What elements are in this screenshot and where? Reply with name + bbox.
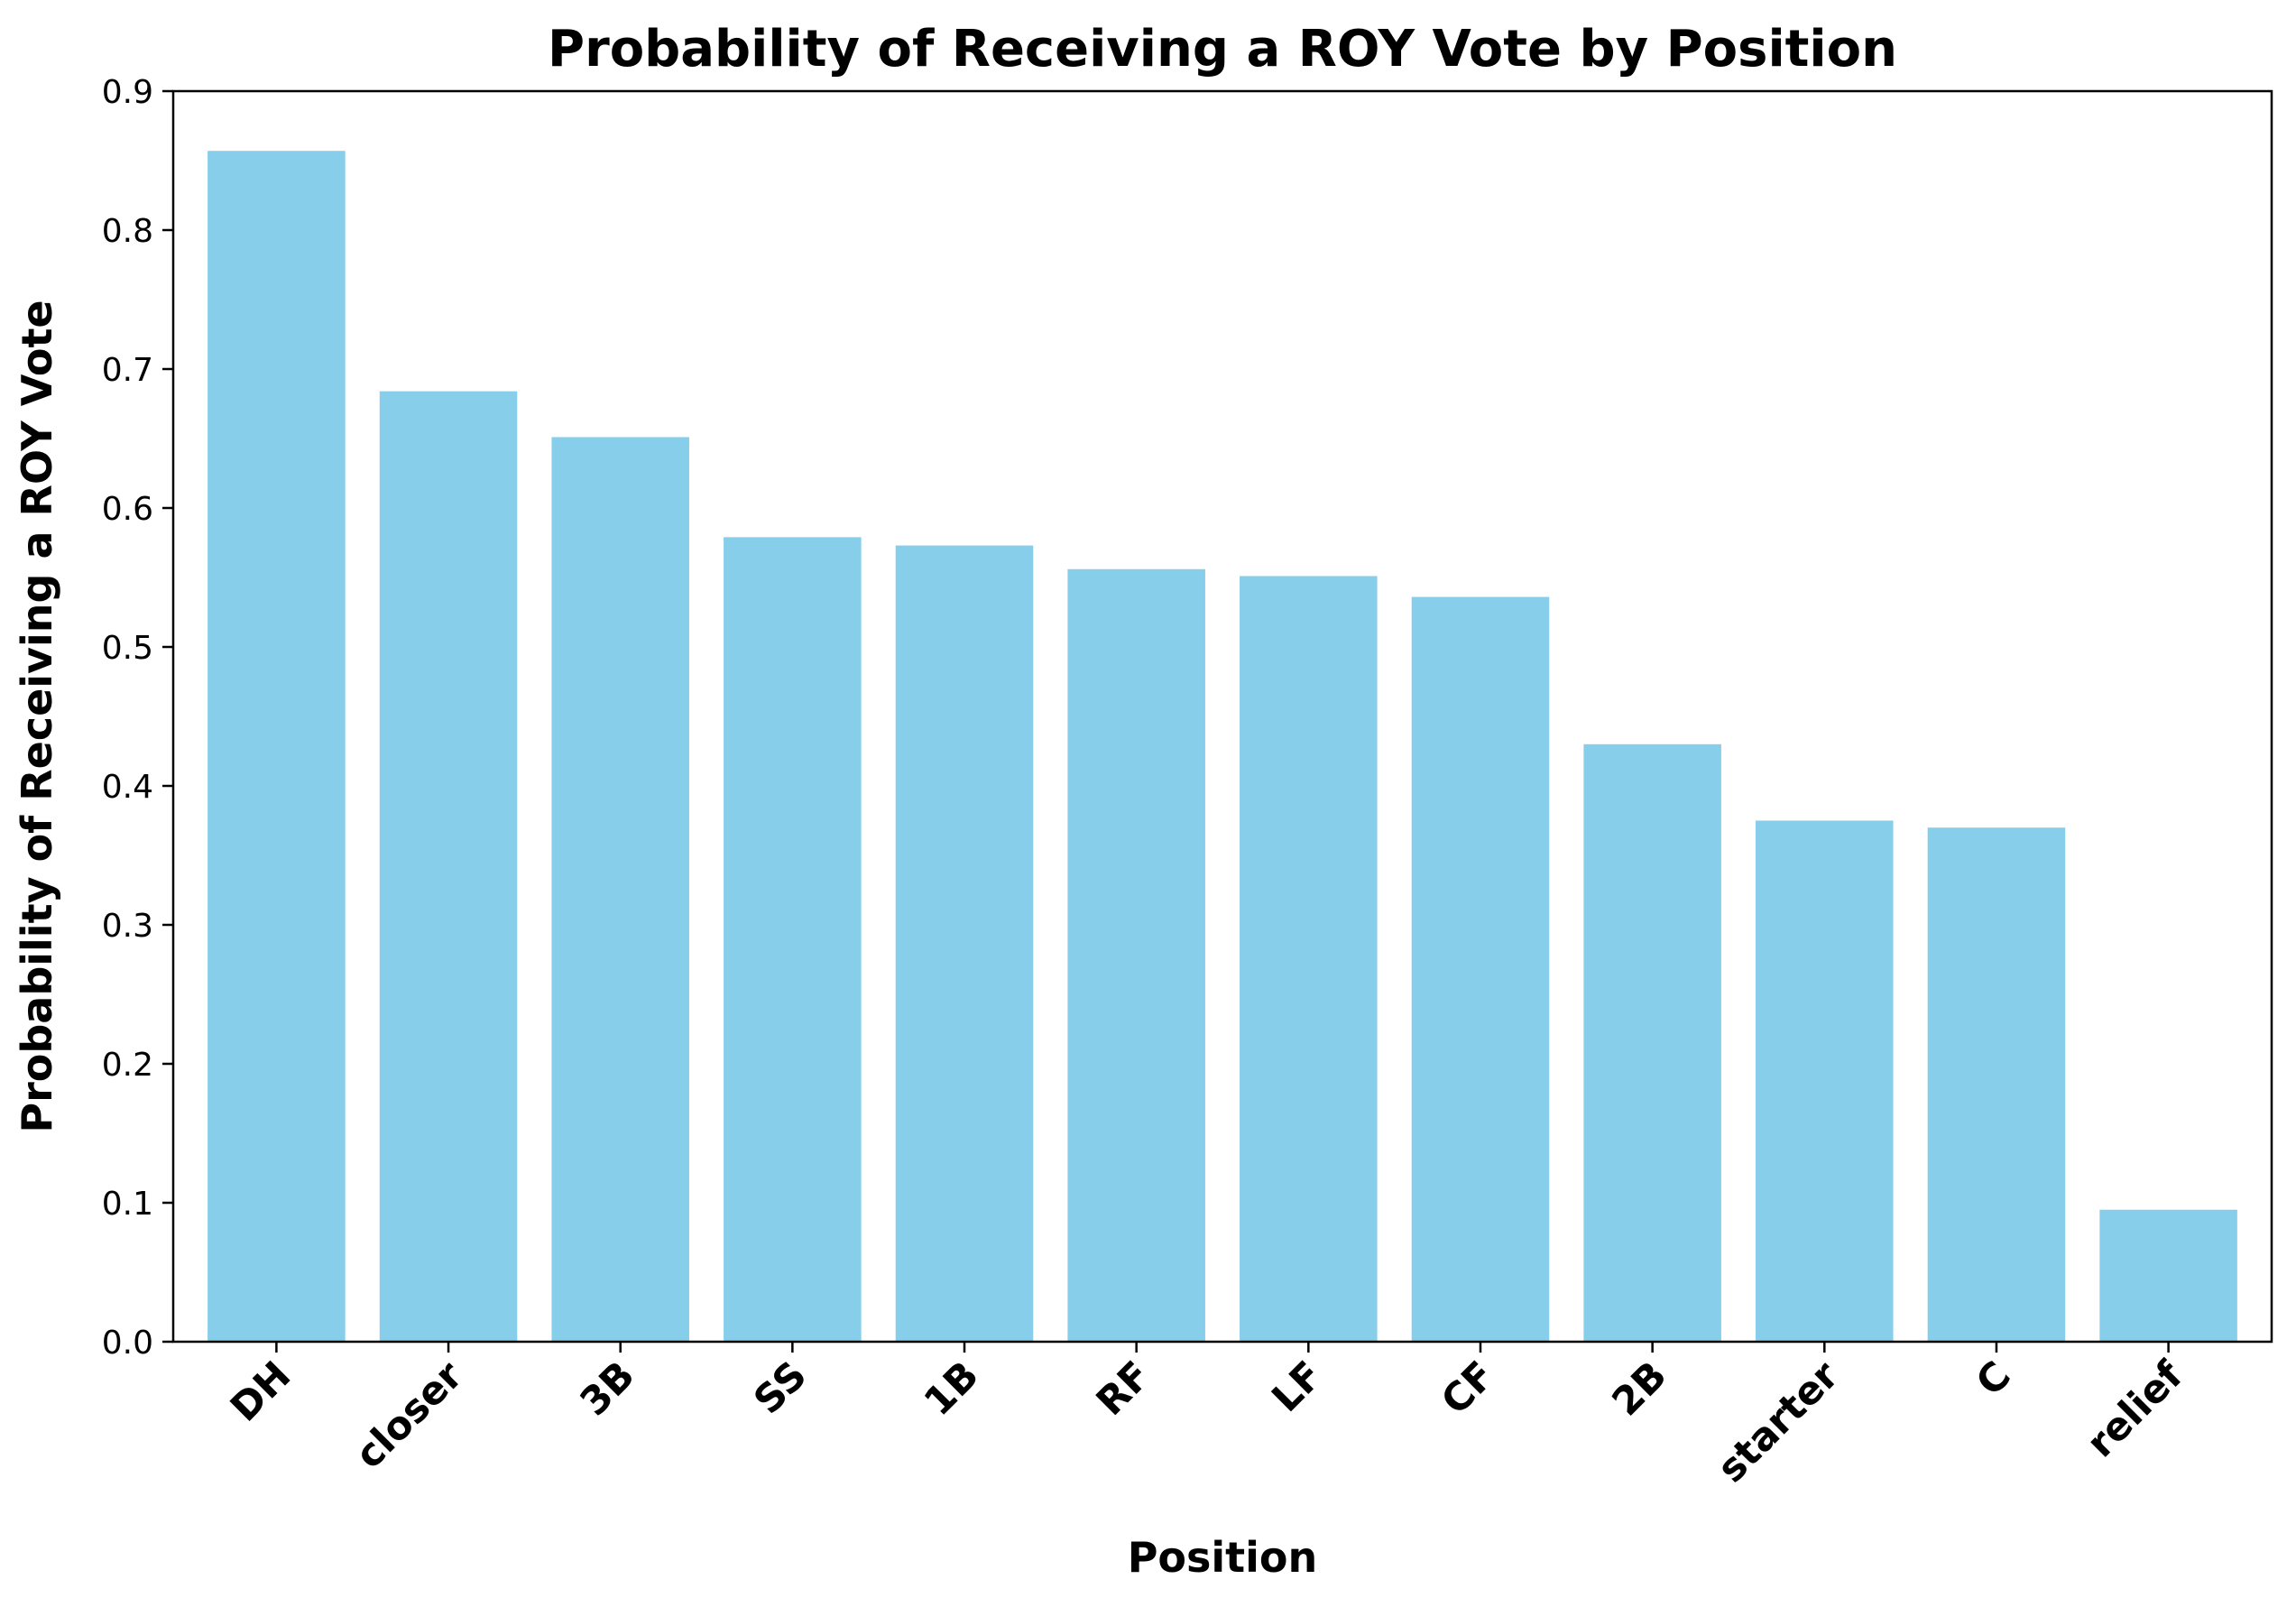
bar-1b [895,545,1034,1342]
y-tick-label: 0.2 [102,1047,153,1084]
y-tick-label: 0.0 [102,1325,153,1362]
y-tick-label: 0.3 [102,908,153,945]
x-tick-label: SS [745,1353,816,1423]
chart-title: Probability of Receiving a ROY Vote by P… [548,20,1897,79]
y-tick-label: 0.1 [102,1186,153,1223]
x-tick-label: closer [346,1353,472,1478]
y-axis-label: Probability of Receiving a ROY Vote [13,300,61,1132]
bar-2b [1583,743,1721,1342]
bar-rf [1067,568,1205,1342]
bar-relief [2099,1209,2237,1342]
y-tick-label: 0.8 [102,213,153,250]
x-tick-label: starter [1709,1353,1848,1492]
bar-lf [1240,576,1378,1342]
y-tick-label: 0.7 [102,352,153,389]
x-tick-label: CF [1433,1353,1503,1423]
y-tick-label: 0.9 [102,74,153,111]
x-tick-label: 2B [1604,1353,1676,1425]
bar-3b [551,437,689,1343]
x-tick-label: LF [1264,1353,1332,1421]
y-tick-label: 0.5 [102,630,153,667]
x-axis-label: Position [1128,1533,1318,1582]
x-tick-label: C [1968,1353,2020,1405]
y-axis: 0.0 0.1 0.2 0.3 0.4 0.5 0.6 0.7 0.8 0.9 [102,74,173,1362]
y-tick-label: 0.6 [102,491,153,528]
bars-group [207,151,2237,1343]
bar-c [1927,827,2066,1342]
plot-frame [171,89,2273,1344]
x-tick-label: RF [1088,1353,1160,1425]
x-tick-label: DH [222,1353,300,1430]
bar-closer [379,391,518,1342]
x-tick-label: 3B [572,1353,644,1425]
bar-dh [207,151,346,1343]
bar-ss [724,537,862,1342]
x-tick-label: relief [2079,1353,2193,1467]
bar-starter [1756,820,1894,1342]
y-tick-label: 0.4 [102,769,153,806]
bar-cf [1411,596,1550,1342]
x-tick-label: 1B [916,1353,988,1425]
